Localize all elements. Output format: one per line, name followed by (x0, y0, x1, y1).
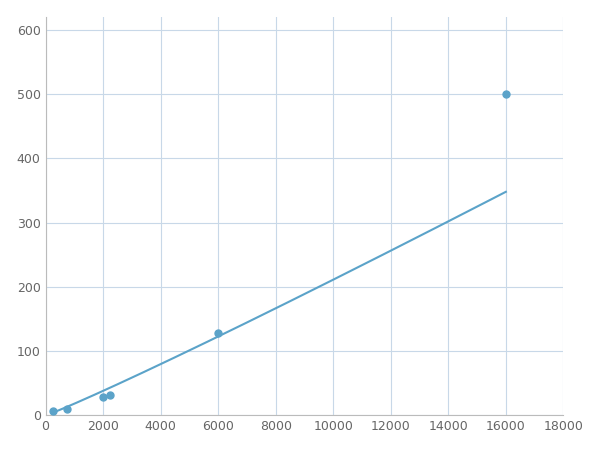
Point (501, 90, 511, 98)
Point (214, 329, 223, 337)
Point (106, 392, 115, 399)
Point (62, 405, 72, 413)
Point (98, 394, 108, 401)
Point (48, 407, 58, 414)
